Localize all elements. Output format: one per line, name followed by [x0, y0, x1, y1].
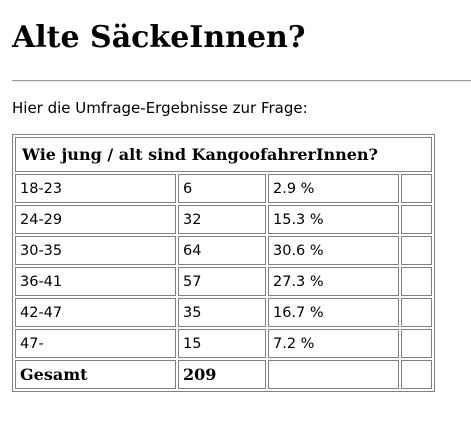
- count-cell: 6: [178, 174, 266, 203]
- age-range-cell: 24-29: [15, 205, 176, 234]
- percent-cell: 30.6 %: [268, 236, 399, 265]
- empty-cell: [401, 267, 432, 296]
- total-count-cell: 209: [178, 360, 266, 389]
- table-row: 36-41 57 27.3 %: [15, 267, 432, 296]
- count-cell: 57: [178, 267, 266, 296]
- intro-text: Hier die Umfrage-Ergebnisse zur Frage:: [12, 99, 308, 117]
- table-row: 18-23 6 2.9 %: [15, 174, 432, 203]
- table-row: 30-35 64 30.6 %: [15, 236, 432, 265]
- table-header-row: Wie jung / alt sind KangoofahrerInnen?: [15, 137, 432, 172]
- age-range-cell: 36-41: [15, 267, 176, 296]
- percent-cell: 16.7 %: [268, 298, 399, 327]
- page-title: Alte SäckeInnen?: [12, 20, 306, 55]
- results-table: Wie jung / alt sind KangoofahrerInnen? 1…: [12, 134, 435, 392]
- age-range-cell: 47-: [15, 329, 176, 358]
- empty-cell: [401, 298, 432, 327]
- table-row: 42-47 35 16.7 %: [15, 298, 432, 327]
- empty-cell: [401, 174, 432, 203]
- table-row: 47- 15 7.2 %: [15, 329, 432, 358]
- horizontal-rule: [12, 80, 471, 82]
- empty-cell: [401, 360, 432, 389]
- count-cell: 32: [178, 205, 266, 234]
- percent-cell: 7.2 %: [268, 329, 399, 358]
- empty-cell: [401, 205, 432, 234]
- count-cell: 15: [178, 329, 266, 358]
- table-row: 24-29 32 15.3 %: [15, 205, 432, 234]
- table-total-row: Gesamt 209: [15, 360, 432, 389]
- percent-cell: 2.9 %: [268, 174, 399, 203]
- count-cell: 35: [178, 298, 266, 327]
- question-header: Wie jung / alt sind KangoofahrerInnen?: [15, 137, 432, 172]
- empty-cell: [401, 329, 432, 358]
- count-cell: 64: [178, 236, 266, 265]
- age-range-cell: 42-47: [15, 298, 176, 327]
- empty-cell: [401, 236, 432, 265]
- age-range-cell: 18-23: [15, 174, 176, 203]
- percent-cell: 15.3 %: [268, 205, 399, 234]
- total-percent-cell: [268, 360, 399, 389]
- percent-cell: 27.3 %: [268, 267, 399, 296]
- age-range-cell: 30-35: [15, 236, 176, 265]
- total-label-cell: Gesamt: [15, 360, 176, 389]
